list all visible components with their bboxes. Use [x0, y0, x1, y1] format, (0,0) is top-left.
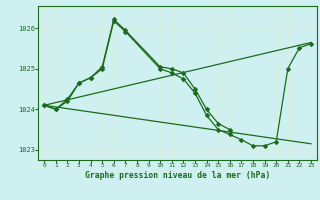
X-axis label: Graphe pression niveau de la mer (hPa): Graphe pression niveau de la mer (hPa)	[85, 171, 270, 180]
